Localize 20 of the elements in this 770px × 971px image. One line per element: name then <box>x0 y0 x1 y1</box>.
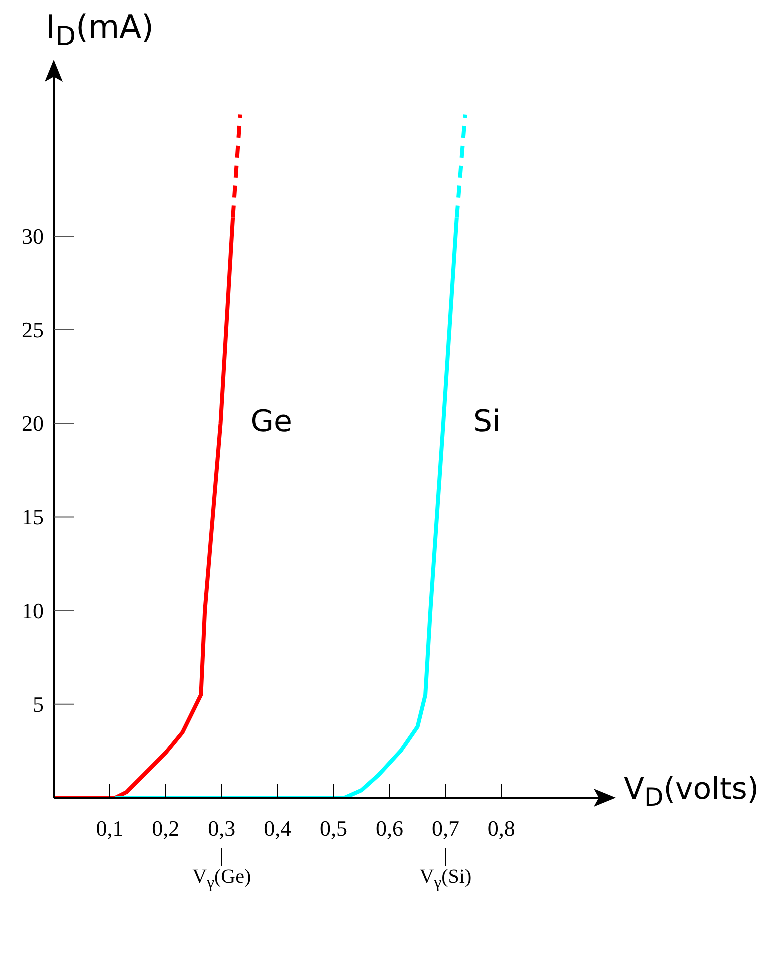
y-tick-label: 20 <box>22 411 44 436</box>
y-tick-label: 5 <box>33 692 44 717</box>
series-label: Ge <box>250 404 292 440</box>
x-tick-label: 0,2 <box>152 816 180 841</box>
y-axis-title: I$_{D}$(mA) <box>46 8 154 52</box>
ref-line-label: V$_{γ}$(Si) <box>420 866 472 892</box>
x-tick-label: 0,7 <box>432 816 460 841</box>
x-tick-label: 0,5 <box>320 816 348 841</box>
x-tick-label: 0,4 <box>264 816 292 841</box>
y-tick-label: 15 <box>22 504 44 530</box>
y-tick-label: 10 <box>22 598 44 624</box>
y-tick-label: 30 <box>22 224 44 249</box>
y-tick-label: 25 <box>22 318 44 343</box>
series-label: Si <box>473 404 501 440</box>
x-tick-label: 0,3 <box>208 816 236 841</box>
ref-line-label: V$_{γ}$(Ge) <box>192 866 252 892</box>
x-tick-label: 0,1 <box>96 816 124 841</box>
x-tick-label: 0,6 <box>376 816 404 841</box>
x-axis-title: V$_{D}$(volts) <box>624 772 760 812</box>
x-tick-label: 0,8 <box>488 816 516 841</box>
